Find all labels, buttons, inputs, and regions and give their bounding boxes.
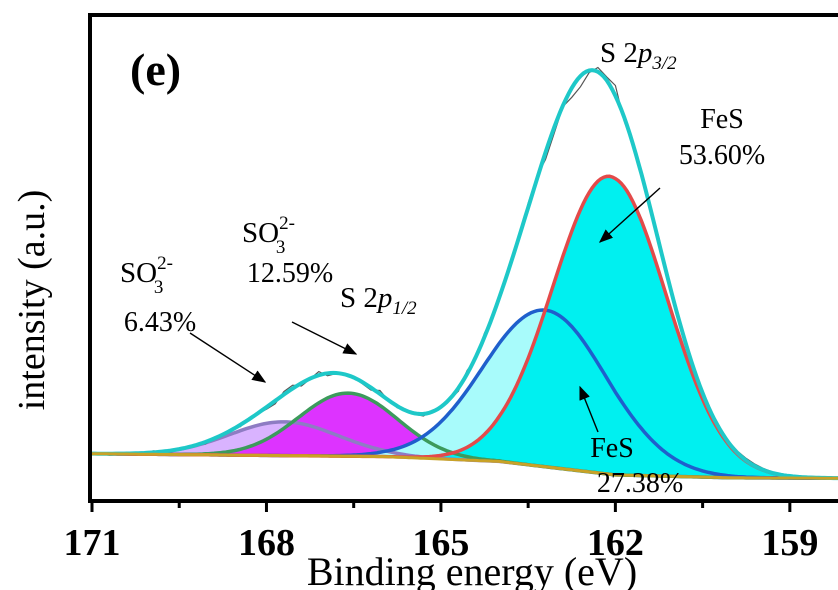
- x-tick-label: 165: [412, 522, 469, 564]
- component-label-fes-p12: FeS: [590, 433, 634, 464]
- panel-label: (e): [130, 44, 181, 95]
- component-percent-fes-p12: 27.38%: [597, 468, 683, 499]
- peak-label-s2p32: S 2p3/2: [600, 37, 677, 74]
- arrow-fes-p32: [598, 187, 661, 243]
- arrow-fes-p12: [579, 385, 599, 433]
- plot-frame: [88, 13, 838, 503]
- x-axis-ticks: 171 168 165 162 159: [64, 501, 818, 564]
- component-percent-so3-high: 12.59%: [247, 258, 333, 289]
- component-label-fes-p32: FeS: [700, 104, 744, 135]
- envelope-fit-line: [92, 68, 838, 481]
- arrow-so3-high: [291, 321, 358, 355]
- x-axis-title: Binding energy (eV): [307, 549, 637, 590]
- x-tick-label: 171: [64, 522, 121, 564]
- x-tick-label: 162: [587, 522, 644, 564]
- x-tick-label: 168: [238, 522, 295, 564]
- component-label-so3-high: SO2-3: [242, 213, 295, 258]
- component-percent-fes-p32: 53.60%: [679, 140, 765, 171]
- component-fills: [92, 176, 838, 479]
- peak-label-s2p12: S 2p1/2: [340, 282, 417, 319]
- arrow-so3-low: [189, 332, 267, 383]
- y-axis-title: intensity (a.u.): [11, 190, 53, 411]
- component-label-so3-low: SO2-3: [120, 253, 173, 298]
- background-line: [92, 452, 838, 480]
- x-tick-label: 159: [761, 522, 818, 564]
- component-percent-so3-low: 6.43%: [124, 307, 196, 338]
